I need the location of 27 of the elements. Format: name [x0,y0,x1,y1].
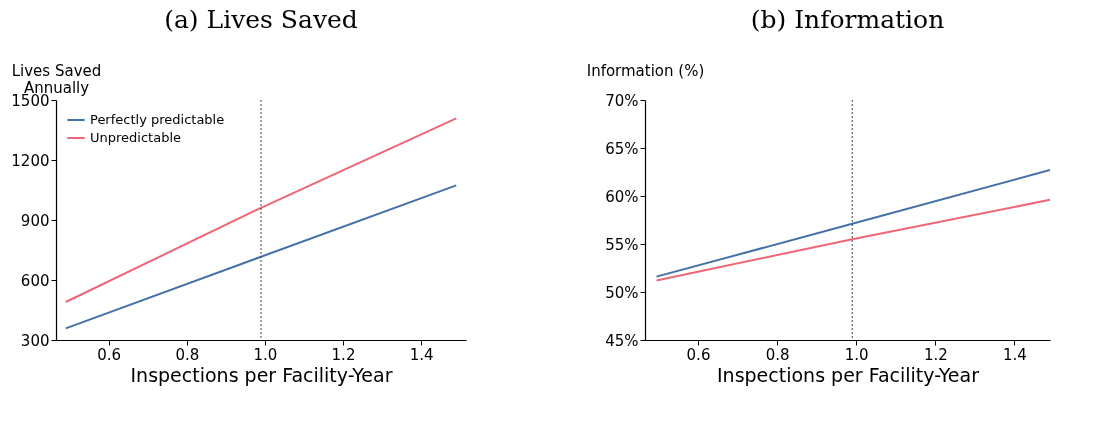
y-tick-label: 50% [605,283,639,302]
y-tick-label: 45% [605,331,639,350]
x-tick-label: 1.0 [253,345,278,364]
y-tick-label: 60% [605,187,639,206]
y-tick-label: 55% [605,235,639,254]
y-tick-label: 300 [20,331,50,350]
chart-title: (a) Lives Saved [164,5,358,34]
x-tick-label: 1.2 [331,345,356,364]
x-tick-label: 1.0 [844,345,869,364]
chart-title: (b) Information [750,5,945,34]
y-tick-label: 70% [605,91,639,110]
y-axis-title: Information (%) [586,61,705,80]
x-tick-label: 1.2 [923,345,948,364]
y-tick-label: 600 [20,271,50,290]
y-tick-label: 900 [20,211,50,230]
x-axis-title: Inspections per Facility-Year [130,363,393,386]
x-tick-label: 0.8 [765,345,790,364]
legend-label: Perfectly predictable [90,112,225,127]
x-tick-label: 1.4 [409,345,434,364]
x-tick-label: 0.8 [175,345,200,364]
x-axis-title: Inspections per Facility-Year [717,363,980,386]
legend-label: Unpredictable [90,130,181,145]
y-tick-label: 1200 [11,151,50,170]
x-tick-label: 1.4 [1002,345,1027,364]
x-tick-label: 0.6 [97,345,122,364]
x-tick-label: 0.6 [686,345,711,364]
y-tick-label: 65% [605,139,639,158]
